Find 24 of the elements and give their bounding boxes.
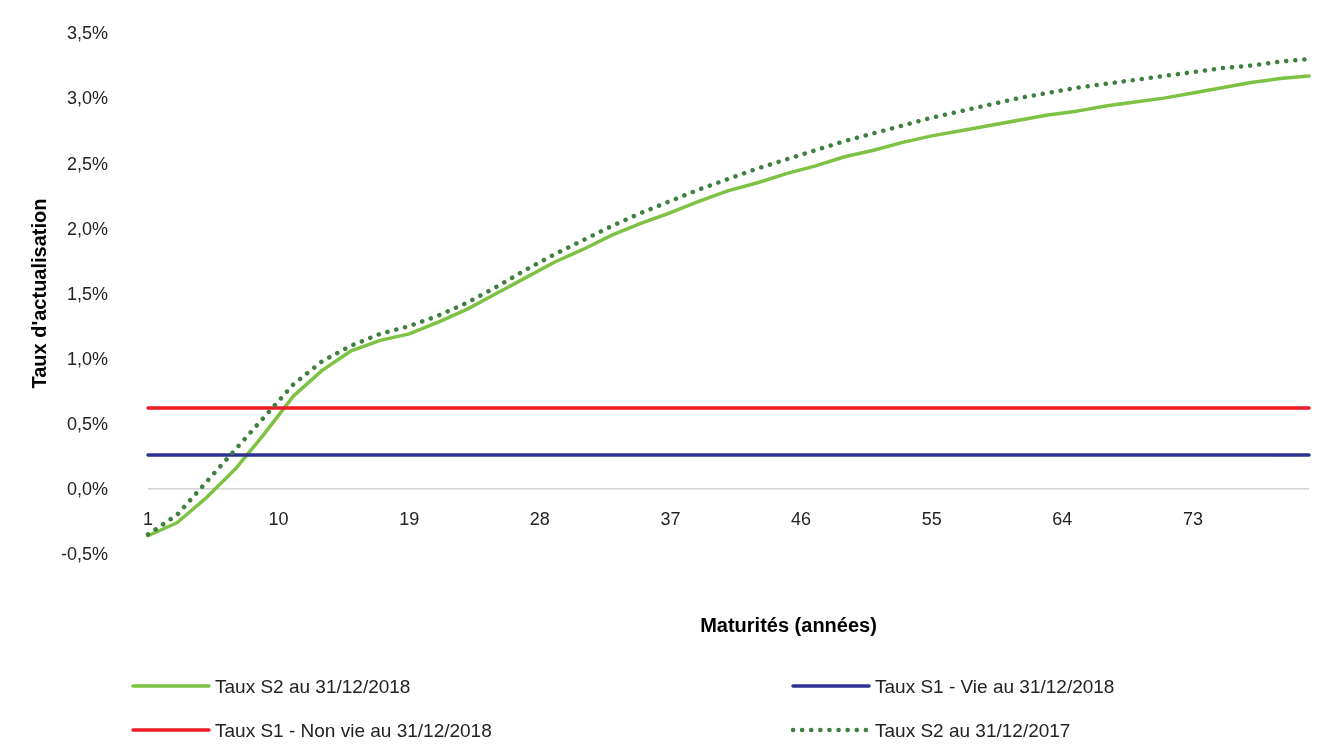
y-tick-label: 0,0% xyxy=(66,479,108,500)
y-tick-label: 2,0% xyxy=(66,218,108,239)
legend-label: Taux S1 - Non vie au 31/12/2018 xyxy=(215,719,492,741)
x-tick-label: 1 xyxy=(142,508,154,529)
legend-label: Taux S1 - Vie au 31/12/2018 xyxy=(875,675,1115,697)
y-tick-label: 2,5% xyxy=(66,153,108,174)
x-tick-label: 55 xyxy=(921,508,942,529)
y-tick-label: 1,0% xyxy=(66,348,108,369)
x-tick-label: 46 xyxy=(791,508,812,529)
x-axis-title: Maturités (années) xyxy=(700,614,877,636)
y-axis-title: Taux d'actualisation xyxy=(28,198,50,389)
x-tick-label: 28 xyxy=(529,508,550,529)
legend-label: Taux S2 au 31/12/2018 xyxy=(215,675,411,697)
y-tick-label: 0,5% xyxy=(66,414,108,435)
y-tick-label: 3,5% xyxy=(66,23,108,44)
legend-label: Taux S2 au 31/12/2017 xyxy=(875,719,1071,741)
x-tick-label: 37 xyxy=(660,508,681,529)
x-tick-label: 19 xyxy=(399,508,420,529)
x-tick-label: 73 xyxy=(1182,508,1203,529)
y-tick-label: -0,5% xyxy=(60,544,108,565)
x-tick-label: 64 xyxy=(1052,508,1073,529)
y-tick-label: 1,5% xyxy=(66,283,108,304)
y-tick-label: 3,0% xyxy=(66,88,108,109)
x-tick-label: 10 xyxy=(268,508,289,529)
